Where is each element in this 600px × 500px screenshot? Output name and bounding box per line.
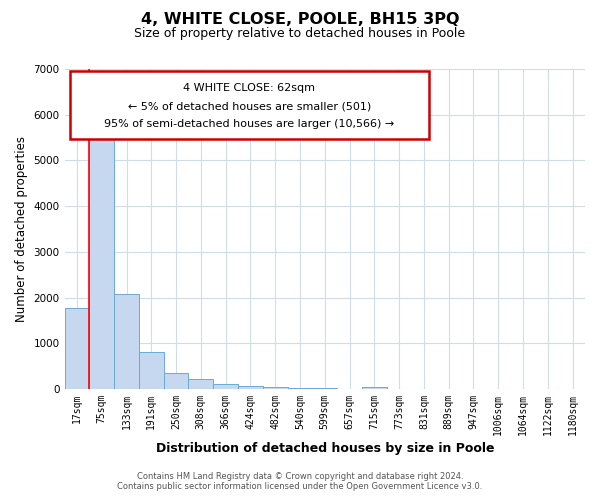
X-axis label: Distribution of detached houses by size in Poole: Distribution of detached houses by size …: [155, 442, 494, 455]
Bar: [139, 352, 164, 389]
Bar: [164, 372, 188, 389]
Bar: [287, 388, 313, 389]
Text: Contains HM Land Registry data © Crown copyright and database right 2024.
Contai: Contains HM Land Registry data © Crown c…: [118, 472, 482, 491]
FancyBboxPatch shape: [70, 70, 429, 140]
Bar: [65, 308, 89, 389]
Bar: [263, 386, 287, 389]
Bar: [188, 380, 213, 389]
Bar: [213, 384, 238, 389]
Y-axis label: Number of detached properties: Number of detached properties: [15, 136, 28, 322]
Text: Size of property relative to detached houses in Poole: Size of property relative to detached ho…: [134, 28, 466, 40]
Bar: [362, 386, 387, 389]
Bar: [238, 386, 263, 389]
Bar: [313, 388, 337, 389]
Text: ← 5% of detached houses are smaller (501): ← 5% of detached houses are smaller (501…: [128, 101, 371, 111]
Bar: [114, 294, 139, 389]
Bar: [89, 125, 114, 389]
Text: 4 WHITE CLOSE: 62sqm: 4 WHITE CLOSE: 62sqm: [184, 84, 316, 94]
Text: 4, WHITE CLOSE, POOLE, BH15 3PQ: 4, WHITE CLOSE, POOLE, BH15 3PQ: [141, 12, 459, 28]
Text: 95% of semi-detached houses are larger (10,566) →: 95% of semi-detached houses are larger (…: [104, 119, 394, 129]
